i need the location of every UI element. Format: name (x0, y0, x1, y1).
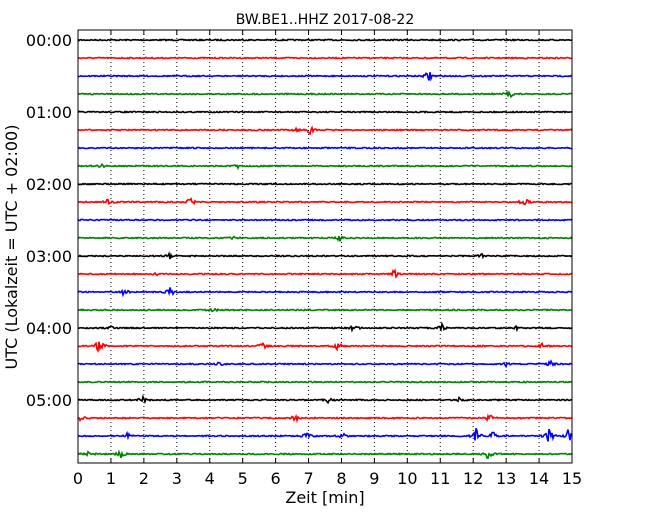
x-axis: 0 1 2 3 4 5 6 7 8 9 10 11 12 13 14 15 (73, 30, 582, 488)
y-tick-label: 05:00 (26, 391, 72, 410)
trace-line (77, 394, 572, 405)
y-tick-label: 00:00 (26, 31, 72, 50)
x-tick-label: 8 (336, 469, 346, 488)
trace-rows (77, 38, 573, 459)
trace-line (77, 38, 573, 42)
y-axis-label: UTC (Lokalzeit = UTC + 02:00) (2, 125, 21, 370)
y-axis: 00:00 01:00 02:00 03:00 04:00 05:00 (26, 31, 83, 410)
x-tick-label: 10 (397, 469, 417, 488)
y-tick-label: 02:00 (26, 175, 72, 194)
trace-line (77, 162, 573, 171)
trace-line (77, 449, 573, 459)
trace-line (77, 72, 573, 82)
trace-line (77, 427, 573, 442)
trace-line (77, 341, 573, 353)
x-tick-label: 0 (73, 469, 83, 488)
trace-line (77, 125, 573, 136)
x-tick-label: 1 (106, 469, 116, 488)
x-tick-label: 7 (303, 469, 313, 488)
trace-line (77, 56, 573, 60)
trace-line (77, 287, 573, 298)
x-tick-label: 5 (238, 469, 248, 488)
vertical-grid (110, 30, 540, 463)
trace-line (77, 110, 573, 114)
y-tick-label: 01:00 (26, 103, 72, 122)
x-tick-label: 13 (496, 469, 516, 488)
trace-line (77, 321, 573, 333)
trace-line (77, 235, 573, 242)
trace-line (77, 251, 573, 260)
x-tick-label: 12 (463, 469, 483, 488)
trace-line (77, 90, 573, 99)
trace-line (77, 197, 573, 206)
trace-line (77, 182, 573, 186)
y-tick-label: 04:00 (26, 319, 72, 338)
trace-line (77, 380, 573, 384)
plot-frame (77, 29, 573, 464)
trace-line (77, 359, 573, 369)
x-tick-label: 14 (529, 469, 549, 488)
trace-line (77, 268, 573, 279)
x-tick-label: 15 (562, 469, 582, 488)
trace-line (77, 146, 573, 150)
x-tick-label: 6 (271, 469, 281, 488)
chart-title: BW.BE1..HHZ 2017-08-22 (236, 12, 415, 28)
x-axis-label: Zeit [min] (285, 488, 364, 507)
x-tick-label: 9 (369, 469, 379, 488)
trace-line (77, 218, 573, 222)
trace-line (77, 307, 573, 313)
x-tick-label: 4 (205, 469, 215, 488)
trace-line (77, 413, 573, 424)
x-tick-label: 3 (172, 469, 182, 488)
y-tick-label: 03:00 (26, 247, 72, 266)
x-tick-label: 11 (430, 469, 450, 488)
x-tick-label: 2 (139, 469, 149, 488)
